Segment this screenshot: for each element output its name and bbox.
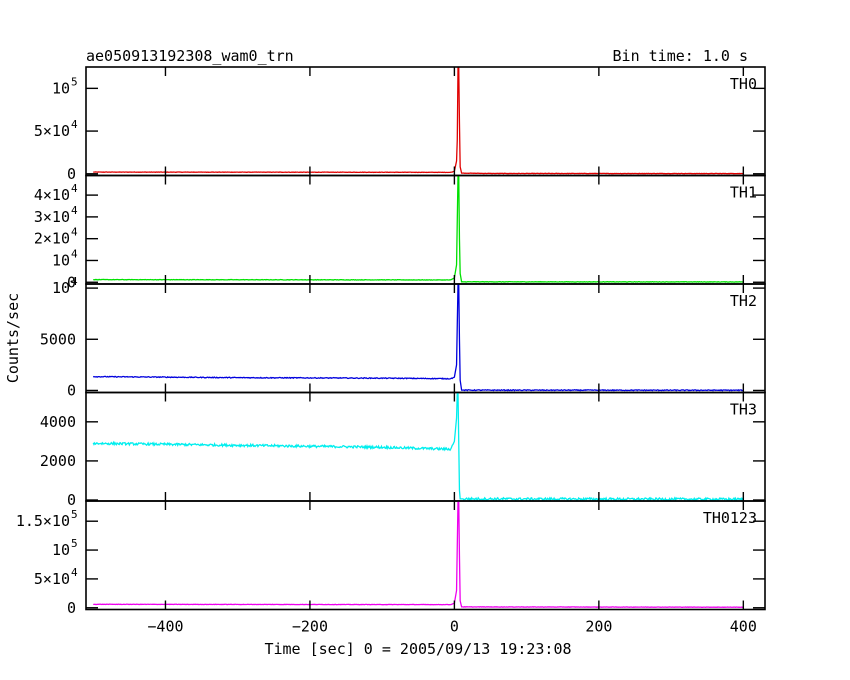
panel-frame xyxy=(85,174,766,285)
y-tick-exponent: 4 xyxy=(71,182,78,195)
series-th2 xyxy=(92,284,744,392)
x-tick-label: 0 xyxy=(450,618,459,636)
bin-time-label: Bin time: 1.0 s xyxy=(613,47,748,65)
y-tick-label: 1.5×10 xyxy=(16,512,70,530)
y-tick-label: 0 xyxy=(67,599,76,617)
panel-th2: 0 5000 10 4 TH2 xyxy=(40,275,766,399)
y-tick-label: 0 xyxy=(67,273,76,291)
x-axis: −400 −200 0 200 400 xyxy=(147,618,756,636)
y-tick-exponent: 5 xyxy=(71,75,78,88)
panel-frame xyxy=(85,500,766,611)
y-tick-label: 10 xyxy=(52,79,70,97)
panel-label-th2: TH2 xyxy=(730,292,757,310)
y-tick-exponent: 4 xyxy=(71,118,78,131)
y-tick-exponent: 4 xyxy=(71,204,78,217)
series-th3 xyxy=(92,392,744,501)
panel-frame xyxy=(85,66,766,177)
x-tick-label: −200 xyxy=(292,618,328,636)
y-tick-label: 10 xyxy=(52,251,70,269)
y-tick-label: 0 xyxy=(67,491,76,509)
y-tick-exponent: 5 xyxy=(71,508,78,521)
panel-label-th0: TH0 xyxy=(730,75,757,93)
series-th1 xyxy=(93,175,744,283)
series-th0 xyxy=(93,67,744,175)
panel-th3: 0 2000 4000 TH3 xyxy=(40,391,766,509)
x-tick-label: 400 xyxy=(730,618,757,636)
y-tick-label: 10 xyxy=(52,279,70,297)
y-tick-exponent: 4 xyxy=(71,275,78,288)
panel-th0123: 05×10 410 51.5×10 5 TH0123 xyxy=(16,500,766,617)
panel-label-th1: TH1 xyxy=(730,184,757,202)
y-tick-label: 10 xyxy=(52,541,70,559)
series-th0123 xyxy=(93,501,744,609)
y-tick-label: 4×10 xyxy=(34,186,70,204)
x-axis-label: Time [sec] 0 = 2005/09/13 19:23:08 xyxy=(264,640,571,658)
x-tick-label: 200 xyxy=(585,618,612,636)
y-tick-label: 3×10 xyxy=(34,208,70,226)
y-tick-exponent: 4 xyxy=(71,566,78,579)
y-tick-label: 2000 xyxy=(40,452,76,470)
panel-th1: 010 42×10 43×10 44×10 4 TH1 xyxy=(34,174,766,291)
y-tick-exponent: 4 xyxy=(71,226,78,239)
y-tick-label: 5000 xyxy=(40,330,76,348)
panel-label-th0123: TH0123 xyxy=(703,509,757,527)
x-tick-label: −400 xyxy=(147,618,183,636)
y-tick-label: 2×10 xyxy=(34,230,70,248)
y-tick-label: 4000 xyxy=(40,413,76,431)
panel-frame xyxy=(85,283,766,394)
y-tick-exponent: 4 xyxy=(71,247,78,260)
panel-label-th3: TH3 xyxy=(730,401,757,419)
y-tick-label: 0 xyxy=(67,381,76,399)
panel-frame xyxy=(85,391,766,502)
y-tick-label: 5×10 xyxy=(34,570,70,588)
chart-title: ae050913192308_wam0_trn xyxy=(86,47,294,65)
y-tick-exponent: 5 xyxy=(71,537,78,550)
y-tick-label: 0 xyxy=(67,165,76,183)
y-axis-label: Counts/sec xyxy=(4,293,22,383)
y-tick-label: 5×10 xyxy=(34,122,70,140)
